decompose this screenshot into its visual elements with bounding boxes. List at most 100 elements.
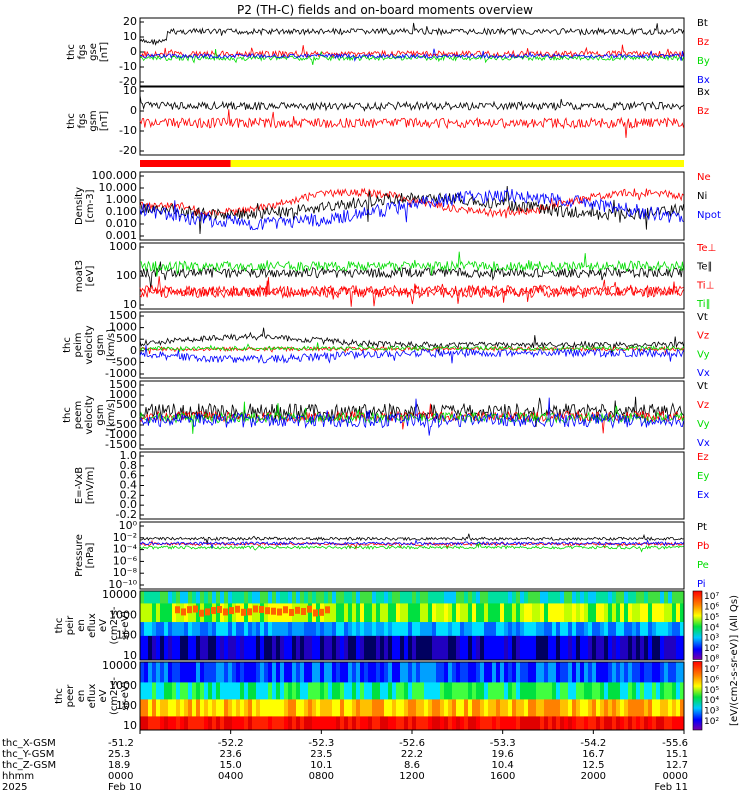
spectrogram-cell bbox=[612, 699, 616, 717]
spectrogram-cell bbox=[492, 622, 496, 637]
spectrogram-cell bbox=[536, 622, 540, 637]
spectrogram-cell bbox=[496, 622, 500, 637]
spectrogram-cell bbox=[304, 635, 308, 661]
spectrogram-cell bbox=[588, 699, 592, 717]
spectrogram-cell bbox=[508, 603, 512, 623]
colorbar-tick-label: 10² bbox=[704, 717, 719, 727]
spectrogram-cell bbox=[440, 603, 444, 623]
y-axis-label: [nT] bbox=[99, 111, 110, 131]
spectrogram-cell bbox=[560, 682, 564, 700]
spectrogram-cell bbox=[248, 662, 252, 683]
spectrogram-cell bbox=[220, 635, 224, 661]
spectrogram-cell bbox=[620, 699, 624, 717]
x-tick-label: 10.1 bbox=[310, 760, 332, 771]
spectrogram-cell bbox=[372, 622, 376, 637]
series-line-Pt bbox=[139, 533, 684, 544]
spectrogram-cell bbox=[276, 682, 280, 700]
spectrogram-cell bbox=[564, 716, 568, 731]
spectrogram-cell bbox=[388, 682, 392, 700]
spectrogram-cell bbox=[604, 716, 608, 731]
spectrogram-cell bbox=[504, 662, 508, 683]
spectrogram-cell bbox=[440, 699, 444, 717]
legend-label: Te∥ bbox=[696, 262, 713, 273]
spectrogram-cell bbox=[344, 603, 348, 623]
spectrogram-cell bbox=[620, 591, 624, 604]
spectrogram-cell bbox=[492, 662, 496, 683]
spectrogram-cell bbox=[372, 662, 376, 683]
colorbar-tick-label: 10⁶ bbox=[704, 675, 719, 685]
spectrogram-cell bbox=[496, 603, 500, 623]
spectrogram-cell bbox=[612, 622, 616, 637]
spectrogram-cell bbox=[268, 682, 272, 700]
spectrogram-cell bbox=[316, 716, 320, 731]
spectrogram-cell bbox=[676, 591, 680, 604]
spectrogram-cell bbox=[400, 662, 404, 683]
spectrogram-cell bbox=[388, 635, 392, 661]
spectrogram-cell bbox=[448, 635, 452, 661]
spectrogram-cell bbox=[140, 682, 144, 700]
spectrogram-cell bbox=[480, 662, 484, 683]
spectrogram-cell bbox=[272, 699, 276, 717]
spectrogram-cell bbox=[648, 603, 652, 623]
spectrogram-cell bbox=[268, 716, 272, 731]
spectrogram-cell bbox=[392, 635, 396, 661]
spectrogram-cell bbox=[164, 591, 168, 604]
spectrogram-cell bbox=[496, 662, 500, 683]
spectrogram-cell bbox=[676, 716, 680, 731]
spectrogram-cell bbox=[252, 662, 256, 683]
spectrogram-cell bbox=[664, 622, 668, 637]
spectrogram-cell bbox=[576, 622, 580, 637]
spectrogram-cell bbox=[476, 716, 480, 731]
spectrogram-cell bbox=[652, 603, 656, 623]
spectrogram-cell bbox=[184, 591, 188, 604]
y-axis-label: (cm2-s- bbox=[109, 606, 120, 644]
series-line-Vx bbox=[139, 345, 684, 364]
spectrogram-cell bbox=[364, 662, 368, 683]
spectrogram-cell bbox=[312, 682, 316, 700]
spectrogram-cell bbox=[248, 716, 252, 731]
panel-4: 1000 100 10 moat3 [eV] Te⊥ Te∥ Ti⊥ Ti∥ bbox=[74, 240, 716, 311]
spectrogram-cell bbox=[532, 603, 536, 623]
spectrogram-cell bbox=[224, 682, 228, 700]
spectrogram-cell bbox=[404, 622, 408, 637]
spectrogram-cell bbox=[172, 662, 176, 683]
spectrogram-cell bbox=[452, 699, 456, 717]
spectrogram-cell bbox=[672, 699, 676, 717]
spectrogram-cell bbox=[500, 716, 504, 731]
spectrogram-cell bbox=[360, 635, 364, 661]
spectrogram-cell bbox=[544, 603, 548, 623]
spectrogram-cell bbox=[308, 662, 312, 683]
spectrogram-cell bbox=[468, 603, 472, 623]
spectrogram-cell bbox=[504, 622, 508, 637]
spectrogram-cell bbox=[372, 603, 376, 623]
x-row-label: thc_Y-GSM bbox=[2, 749, 54, 760]
spectrogram-cell bbox=[420, 591, 424, 604]
legend-label: Pt bbox=[697, 522, 707, 533]
spectrogram-cell bbox=[584, 682, 588, 700]
spectrogram-cell bbox=[204, 682, 208, 700]
spectrogram-cell bbox=[404, 716, 408, 731]
spectrogram-cell bbox=[448, 622, 452, 637]
spectrogram-cell bbox=[584, 603, 588, 623]
legend-label: Ti∥ bbox=[696, 299, 711, 310]
spectrogram-cell bbox=[512, 635, 516, 661]
spectrogram-cell bbox=[484, 662, 488, 683]
spectrogram-cell bbox=[364, 699, 368, 717]
spectrogram-cell bbox=[504, 603, 508, 623]
spectrogram-cell bbox=[540, 699, 544, 717]
spectrogram-cell bbox=[604, 622, 608, 637]
colorbar-tick-label: 10³ bbox=[704, 707, 719, 717]
spectrogram-cell bbox=[336, 635, 340, 661]
x-tick-label: Feb 10 bbox=[108, 782, 142, 793]
spectrogram-cell bbox=[520, 699, 524, 717]
spectrogram-cell bbox=[188, 716, 192, 731]
spectrogram-cell bbox=[672, 603, 676, 623]
y-tick-label: 10⁻⁶ bbox=[113, 554, 138, 567]
spectrogram-cell bbox=[520, 635, 524, 661]
spectrogram-cell bbox=[360, 662, 364, 683]
spectrogram-cell bbox=[540, 591, 544, 604]
spectrogram-cell bbox=[304, 682, 308, 700]
spectrogram-cell bbox=[232, 699, 236, 717]
spectrogram-cell bbox=[328, 622, 332, 637]
spectrogram-cell bbox=[199, 609, 204, 617]
